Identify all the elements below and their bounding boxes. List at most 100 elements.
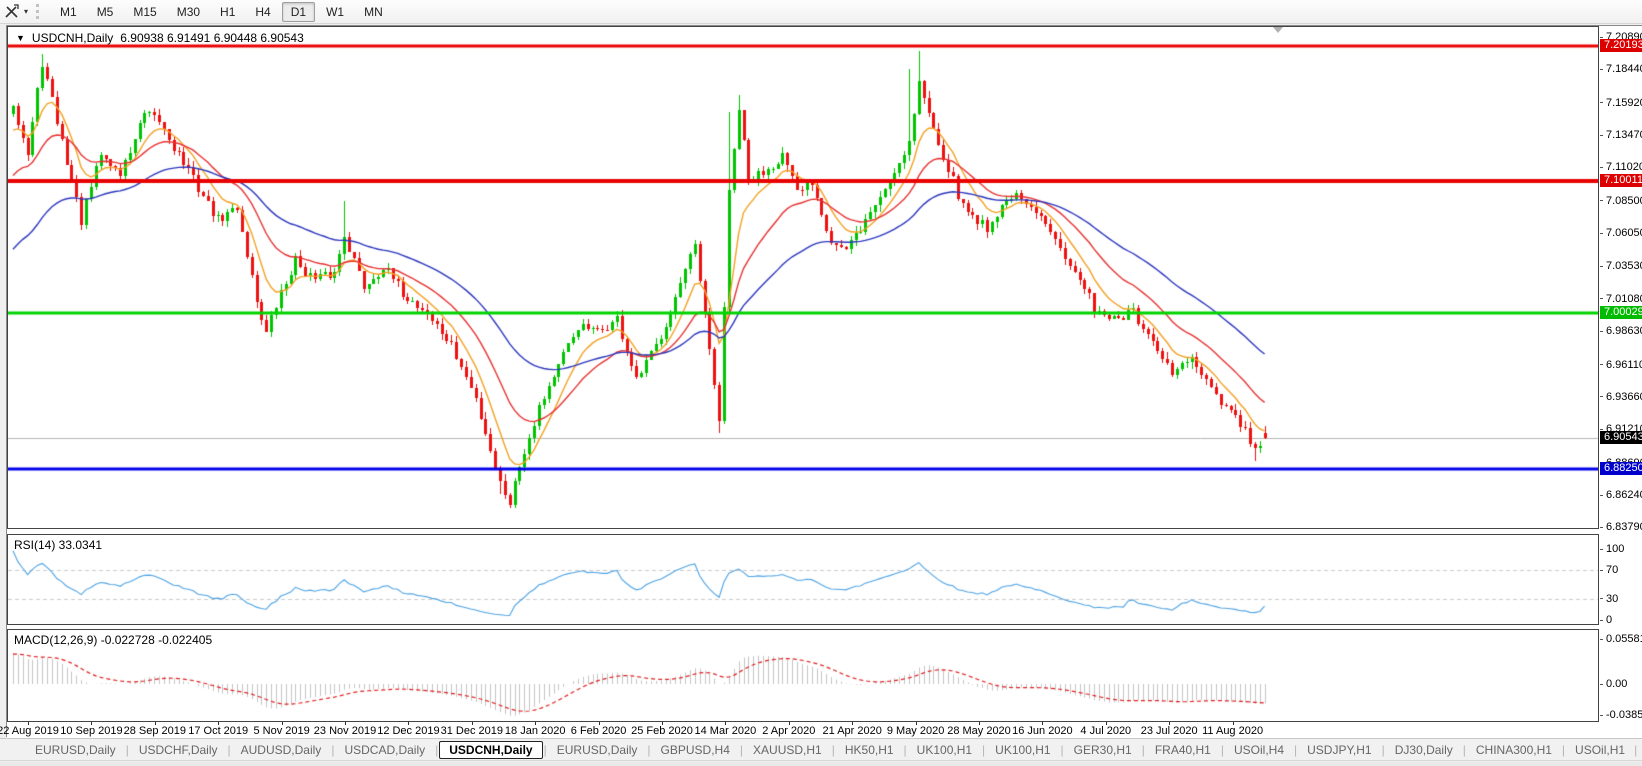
chart-tab-audusd-daily[interactable]: AUDUSD,Daily xyxy=(240,742,322,757)
date-axis-label: 23 Nov 2019 xyxy=(313,725,377,737)
price-axis-badge: 7.20193 xyxy=(1600,39,1642,53)
date-axis-label: 17 Oct 2019 xyxy=(188,725,249,737)
price-axis-label: 7.15920 xyxy=(1600,97,1642,109)
chart-tab-uk100-h1[interactable]: UK100,H1 xyxy=(995,742,1051,757)
top-toolbar: ▾ M1 M5 M15 M30 H1 H4 D1 W1 MN xyxy=(0,0,1642,24)
tab-separator: | xyxy=(331,742,335,757)
chart-tab-usdcad-daily[interactable]: USDCAD,Daily xyxy=(344,742,426,757)
rsi-axis-label: 30 xyxy=(1600,593,1618,605)
chart-tab-china300-h1[interactable]: CHINA300,H1 xyxy=(1475,742,1552,757)
tab-separator: | xyxy=(1381,742,1385,757)
macd-label: MACD(12,26,9) -0.022728 -0.022405 xyxy=(14,633,213,647)
date-axis-tick xyxy=(1042,722,1043,725)
chart-tab-usdchf-daily[interactable]: USDCHF,Daily xyxy=(138,742,218,757)
date-axis-tick xyxy=(599,722,600,725)
timeframe-button-m30[interactable]: M30 xyxy=(168,2,209,22)
tab-separator: | xyxy=(435,742,439,757)
timeframe-button-d1[interactable]: D1 xyxy=(281,1,316,22)
chart-ohlc-values: 6.90938 6.91491 6.90448 6.90543 xyxy=(120,31,304,45)
price-axis-label: 7.13470 xyxy=(1600,129,1642,141)
chart-title-dropdown-icon[interactable]: ▼ xyxy=(16,33,25,43)
date-axis-tick xyxy=(789,722,790,725)
crosshair-tool-glyph xyxy=(4,4,19,18)
rsi-canvas[interactable] xyxy=(8,535,1598,624)
chart-tab-usdcnh-daily[interactable]: USDCNH,Daily xyxy=(439,740,543,759)
date-axis-label: 28 Sep 2019 xyxy=(123,725,186,737)
timeframe-button-mn[interactable]: MN xyxy=(355,2,392,22)
status-strip xyxy=(0,762,1642,766)
date-axis-label: 31 Dec 2019 xyxy=(440,725,503,737)
tab-separator: | xyxy=(739,742,744,757)
price-axis-label: 7.01080 xyxy=(1600,293,1642,305)
price-chart-panel: ▼ USDCNH,Daily 6.90938 6.91491 6.90448 6… xyxy=(7,26,1599,529)
toolbar-grip[interactable] xyxy=(36,4,42,19)
price-chart-canvas[interactable] xyxy=(8,27,1598,528)
tab-separator: | xyxy=(543,742,547,757)
date-axis-tick xyxy=(282,722,283,725)
tab-separator: | xyxy=(1060,742,1064,757)
macd-canvas[interactable] xyxy=(8,630,1598,721)
date-axis-tick xyxy=(725,722,726,725)
price-axis-label: 6.98630 xyxy=(1600,325,1642,337)
tool-dropdown-icon[interactable]: ▾ xyxy=(24,7,29,16)
tab-separator: | xyxy=(227,742,231,757)
tab-separator: | xyxy=(1294,742,1298,757)
date-axis-label: 22 Aug 2019 xyxy=(0,725,59,737)
price-axis-badge: 6.88250 xyxy=(1600,461,1642,475)
chart-title: ▼ USDCNH,Daily 6.90938 6.91491 6.90448 6… xyxy=(16,31,304,45)
date-axis-label: 5 Nov 2019 xyxy=(253,725,310,737)
chart-tab-ger30-h1[interactable]: GER30,H1 xyxy=(1073,742,1132,757)
price-axis-badge: 6.90543 xyxy=(1600,431,1642,445)
date-axis-label: 9 May 2020 xyxy=(886,725,945,737)
price-axis[interactable]: 7.20890 7.18440 7.15920 7.13470 7.11020 7.085… xyxy=(1599,26,1642,738)
date-axis-label: 4 Jul 2020 xyxy=(1080,725,1132,737)
chart-tab-eurusd-daily[interactable]: EURUSD,Daily xyxy=(556,742,638,757)
price-axis-label: 6.93660 xyxy=(1600,391,1642,403)
crosshair-tool-icon[interactable] xyxy=(2,3,20,21)
chart-tab-list: EURUSD,Daily | USDCHF,Daily | AUDUSD,Daily | U… xyxy=(26,740,1634,759)
rsi-axis-label: 70 xyxy=(1600,564,1618,576)
timeframe-button-h4[interactable]: H4 xyxy=(246,2,279,22)
timeframe-button-m15[interactable]: M15 xyxy=(124,2,165,22)
date-axis-label: 14 Mar 2020 xyxy=(694,725,757,737)
chart-tab-usoil-h1[interactable]: USOil,H1 xyxy=(1575,742,1626,757)
chart-tab-xauusd-h1[interactable]: XAUUSD,H1 xyxy=(753,742,822,757)
chart-tab-bar: EURUSD,Daily | USDCHF,Daily | AUDUSD,Daily | U… xyxy=(0,738,1642,761)
timeframe-button-h1[interactable]: H1 xyxy=(211,2,244,22)
macd-axis-label: 0.00 xyxy=(1600,678,1627,690)
date-axis-label: 28 May 2020 xyxy=(947,725,1011,737)
tab-separator: | xyxy=(125,742,129,757)
chart-tab-gbpusd-h4[interactable]: GBPUSD,H4 xyxy=(660,742,730,757)
chart-tab-hk50-h1[interactable]: HK50,H1 xyxy=(844,742,894,757)
timeframe-button-w1[interactable]: W1 xyxy=(317,2,353,22)
date-axis-tick xyxy=(1169,722,1170,725)
date-axis-label: 6 Feb 2020 xyxy=(570,725,627,737)
chart-tab-fra40-h1[interactable]: FRA40,H1 xyxy=(1154,742,1211,757)
price-axis-label: 6.83790 xyxy=(1600,521,1642,533)
date-axis-label: 2 Apr 2020 xyxy=(762,725,816,737)
date-axis-label: 18 Jan 2020 xyxy=(504,725,566,737)
chart-tab-dj30-daily[interactable]: DJ30,Daily xyxy=(1394,742,1453,757)
tab-separator: | xyxy=(647,742,651,757)
timeframe-button-m5[interactable]: M5 xyxy=(88,2,123,22)
macd-axis-label: 0.05581 xyxy=(1600,633,1642,645)
chart-tab-uk100-h1[interactable]: UK100,H1 xyxy=(916,742,973,757)
chart-tab-usdjpy-h1[interactable]: USDJPY,H1 xyxy=(1307,742,1372,757)
chart-window: ▼ USDCNH,Daily 6.90938 6.91491 6.90448 6… xyxy=(0,25,1642,738)
price-axis-label: 6.96110 xyxy=(1600,359,1642,371)
date-axis-label: 12 Dec 2019 xyxy=(377,725,440,737)
chart-tab-usoil-h4[interactable]: USOil,H4 xyxy=(1233,742,1284,757)
tab-separator: | xyxy=(1141,742,1145,757)
date-axis-label: 16 Jun 2020 xyxy=(1012,725,1073,737)
date-axis[interactable]: 22 Aug 2019 10 Sep 2019 28 Sep 2019 17 Oct … xyxy=(0,722,1599,738)
date-axis-tick xyxy=(1106,722,1107,725)
date-axis-tick xyxy=(916,722,917,725)
tab-separator: | xyxy=(1561,742,1566,757)
tab-separator: | xyxy=(903,742,907,757)
tab-separator: | xyxy=(982,742,986,757)
chart-tab-eurusd-daily[interactable]: EURUSD,Daily xyxy=(35,742,116,757)
price-axis-label: 7.06050 xyxy=(1600,227,1642,239)
timeframe-button-m1[interactable]: M1 xyxy=(51,2,86,22)
date-axis-tick xyxy=(28,722,29,725)
scroll-shift-marker-icon[interactable] xyxy=(1273,27,1283,33)
